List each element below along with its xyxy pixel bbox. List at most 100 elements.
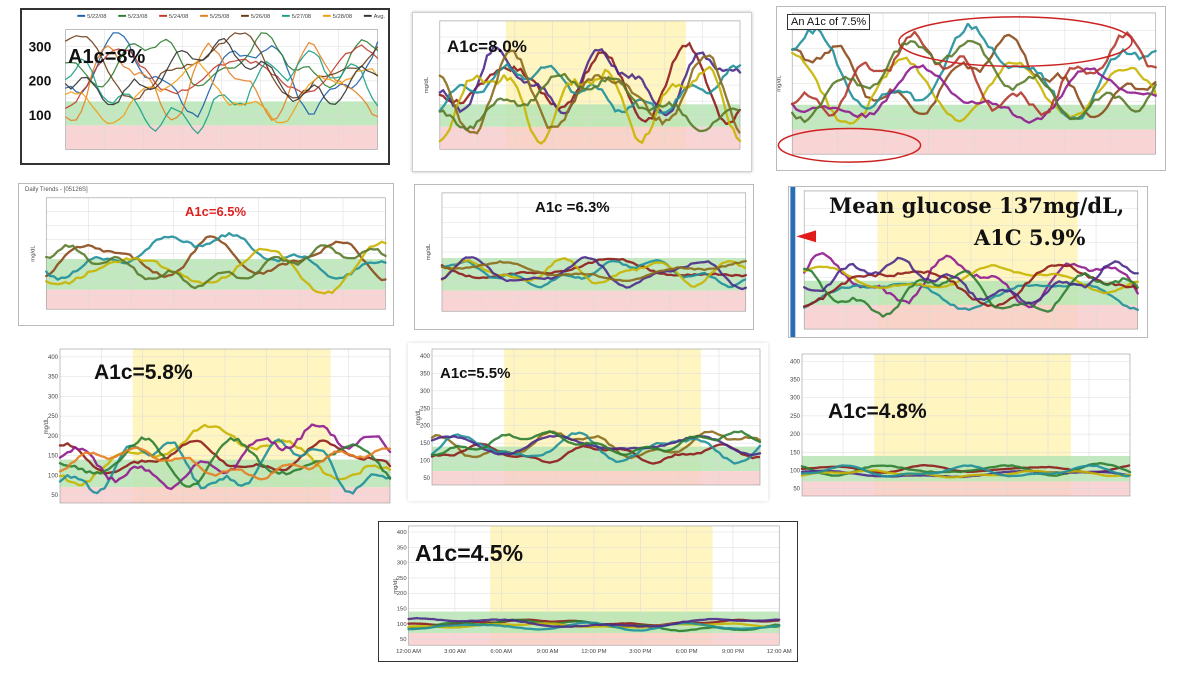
y-tick-label: 200 (420, 424, 431, 430)
y-tick-label: 200 (397, 591, 408, 597)
y-tick-label: 250 (397, 576, 408, 582)
y-axis-label: mg/dL (426, 243, 432, 260)
annotation-mean-glucose: Mean glucose 137mg/dL, (829, 193, 1125, 218)
plot-frame (439, 20, 741, 150)
highlight-ellipse-low (777, 127, 922, 163)
chart-panel-a1c-4-8: 400 350 300 250 200 150 100 50 A1c=4.8% (782, 350, 1134, 500)
series-line (58, 439, 392, 475)
series-line (800, 464, 1132, 478)
series-line (800, 469, 1132, 479)
x-tick-label: 6:00 PM (676, 649, 698, 655)
chart-svg-1: 300 200 100 5/22/08 5/23/08 5/24/08 5/25/08 5/2… (29, 14, 386, 150)
series-line (45, 240, 387, 295)
annotation-a1c-8: A1c=8% (68, 46, 146, 68)
y-tick-label: 100 (420, 459, 431, 465)
chart-panel-mean-glucose: Mean glucose 137mg/dL, A1C 5.9% (788, 186, 1148, 338)
chart-svg-6 (790, 187, 1139, 337)
y-tick-label: 250 (48, 414, 59, 420)
series-line (58, 438, 392, 495)
y-tick-label: 200 (790, 432, 801, 438)
chart-panel-a1c-7-5: mg/dL An A1c of 7.5% (776, 6, 1166, 171)
x-tick-label: 3:00 AM (444, 649, 466, 655)
x-tick-label: 6:00 AM (490, 649, 512, 655)
chart-svg-10: 400 350 300 250 200 150 100 50 mg/dL 12:00 AM 3:00… (393, 525, 792, 655)
series-line (791, 39, 1157, 124)
series-line (407, 616, 781, 628)
plot-frame (803, 190, 1139, 330)
x-tick-label: 9:00 AM (537, 649, 559, 655)
y-tick-label: 200 (48, 434, 59, 440)
series-line (440, 259, 747, 283)
y-tick-label: 100 (48, 473, 59, 479)
highlight-ellipse-high (898, 16, 1133, 68)
y-tick-label: 250 (790, 414, 801, 420)
x-tick-label: 12:00 AM (396, 649, 421, 655)
chart-panel-a1c-8-0: mg/dL A1c=8.0% (412, 12, 752, 172)
series-line (430, 430, 762, 457)
annotation-a1c-6-3: A1c =6.3% (535, 199, 610, 216)
series-line (65, 37, 379, 106)
y-tick-label: 300 (397, 561, 408, 567)
y-tick-label: 400 (397, 530, 408, 536)
plot-frame (441, 192, 747, 312)
annotation-a1c-4-8: A1c=4.8% (828, 400, 927, 423)
series-line (45, 243, 387, 290)
x-tick-label: 9:00 PM (722, 649, 744, 655)
series-line (407, 622, 781, 629)
series-line (45, 231, 387, 282)
series-line (65, 49, 379, 135)
annotation-a1c-5-9: A1C 5.9% (974, 225, 1086, 250)
chart-panel-a1c-4-5: 400 350 300 250 200 150 100 50 mg/dL 12:00 AM 3:00… (378, 521, 798, 662)
chart-panel-a1c-5-8: 400 350 300 250 200 150 100 50 mg/dL A1c=5.8% (38, 345, 396, 505)
series-line (58, 423, 392, 491)
plot-frame (45, 197, 386, 310)
y-axis-label: mg/dL (44, 417, 50, 434)
legend-item: 5/24/08 (169, 14, 188, 20)
plot-frame (408, 525, 780, 646)
chart-panel-a1c-5-5: 400 350 300 250 200 150 100 50 mg/dL A1c=5.5% (408, 343, 768, 501)
red-arrow-icon (796, 230, 817, 243)
panel-header: Daily Trends - [05126S] (25, 187, 88, 193)
series-line (440, 258, 747, 289)
y-tick-label: 400 (790, 359, 801, 365)
chart-svg-2: mg/dL (424, 20, 742, 150)
series-line (65, 32, 379, 101)
y-tick-label: 350 (48, 375, 59, 381)
series-line (65, 44, 379, 109)
y-axis-label: mg/dL (416, 408, 422, 425)
series-line (430, 434, 762, 457)
series-line (791, 21, 1157, 121)
chart-panel-a1c-8: 300 200 100 5/22/08 5/23/08 5/24/08 5/25/08 5/2… (20, 8, 390, 165)
y-tick-label: 150 (420, 441, 431, 447)
y-axis-label: mg/dL (393, 577, 399, 594)
annotation-a1c-4-5: A1c=4.5% (415, 540, 524, 566)
annotation-a1c-8-0: A1c=8.0% (447, 37, 527, 56)
y-axis-label: mg/dL (424, 76, 430, 93)
y-tick-label: 100 (29, 108, 52, 123)
legend-item: 5/27/08 (292, 14, 311, 20)
series-line (438, 49, 742, 135)
y-tick-label: 50 (400, 637, 407, 643)
plot-frame (431, 348, 761, 486)
y-tick-label: 350 (397, 545, 408, 551)
y-tick-label: 50 (51, 493, 58, 499)
y-tick-label: 300 (29, 39, 52, 54)
series-line (58, 446, 392, 481)
series-line (65, 32, 379, 118)
series-line (791, 33, 1157, 119)
legend-item: 5/23/08 (128, 14, 147, 20)
y-tick-label: 300 (790, 396, 801, 402)
y-tick-label: 50 (793, 487, 800, 493)
series-line (791, 30, 1157, 117)
left-edge-bar (790, 187, 796, 337)
plot-frame (65, 29, 378, 150)
series-line (438, 41, 742, 126)
y-tick-label: 150 (790, 450, 801, 456)
chart-panel-a1c-6-3: mg/dL A1c =6.3% (414, 184, 754, 330)
y-tick-label: 400 (48, 355, 59, 361)
series-line (407, 621, 781, 632)
y-tick-label: 350 (790, 377, 801, 383)
series-line (802, 256, 1139, 305)
legend-item: 5/25/08 (210, 14, 229, 20)
y-tick-label: 400 (420, 354, 431, 360)
